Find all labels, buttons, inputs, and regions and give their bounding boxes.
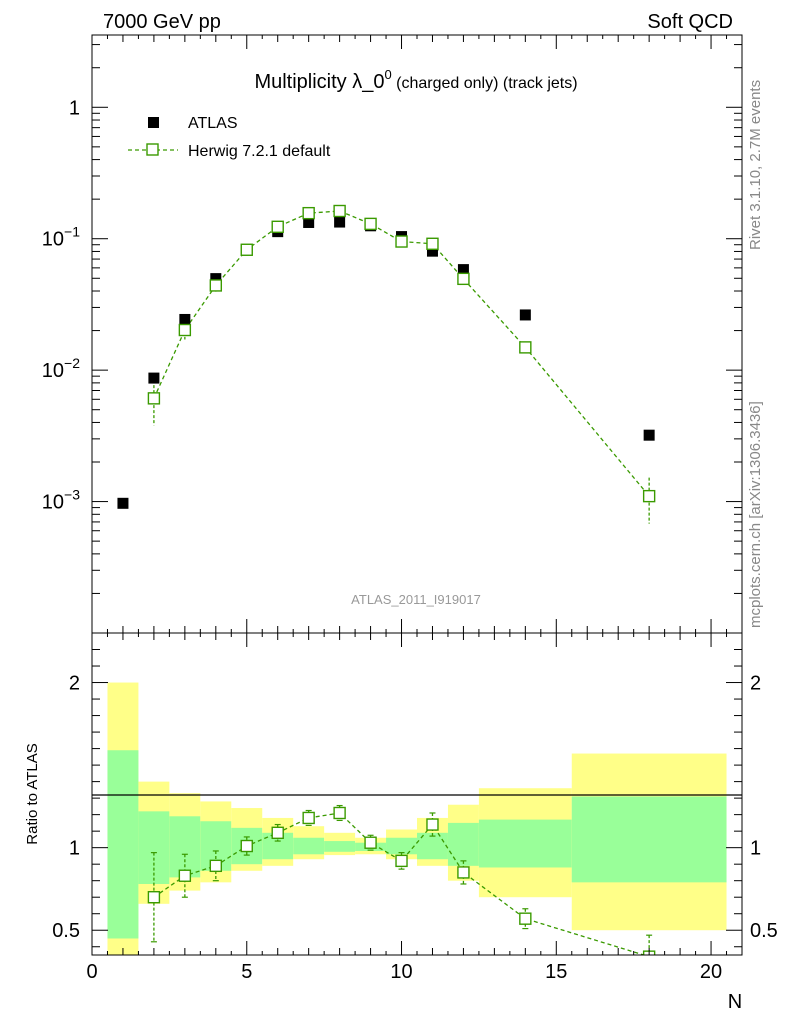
ratio-herwig-point bbox=[364, 836, 377, 849]
ratio-herwig-point bbox=[271, 826, 284, 840]
ratio-band-inner bbox=[324, 841, 356, 852]
ratio-herwig-point bbox=[209, 859, 223, 873]
atlas-point bbox=[519, 309, 531, 321]
chart-title: Multiplicity λ_00 (charged only) (track … bbox=[254, 67, 577, 93]
ratio-herwig-point bbox=[519, 912, 532, 925]
herwig-point bbox=[364, 217, 377, 231]
ratio-ytick-label: 0.5 bbox=[52, 920, 80, 942]
header-left-label: 7000 GeV pp bbox=[103, 11, 221, 33]
header-right-label: Soft QCD bbox=[647, 11, 733, 33]
herwig-point bbox=[395, 235, 408, 248]
herwig-point bbox=[457, 272, 470, 286]
atlas-point bbox=[148, 372, 160, 384]
ratio-ylabel: Ratio to ATLAS bbox=[24, 743, 41, 844]
herwig-point bbox=[302, 206, 315, 220]
ratio-band-inner bbox=[571, 796, 727, 883]
herwig-point bbox=[426, 237, 439, 250]
rivet-version-label: Rivet 3.1.10, 2.7M events bbox=[747, 80, 764, 250]
main-panel: 1 10−1 10−2 10−3 Multiplicity λ_00 (charged… bbox=[42, 34, 743, 634]
main-ytick-label: 10−1 bbox=[42, 224, 80, 251]
ratio-herwig-point bbox=[302, 811, 315, 825]
herwig-point bbox=[240, 243, 253, 256]
ratio-ytick-label-right: 2 bbox=[750, 673, 761, 695]
ratio-herwig-point bbox=[395, 854, 408, 868]
ratio-band-inner bbox=[107, 750, 139, 939]
ratio-herwig-point bbox=[333, 806, 346, 820]
herwig-point bbox=[178, 323, 192, 337]
herwig-point bbox=[333, 204, 346, 218]
herwig-curve bbox=[153, 210, 650, 497]
atlas-point bbox=[179, 313, 191, 325]
ratio-band-inner bbox=[169, 816, 201, 878]
ratio-band-inner bbox=[478, 819, 572, 868]
main-ytick-label: 10−2 bbox=[42, 355, 80, 382]
ratio-band-inner bbox=[138, 811, 170, 884]
ratio-herwig-point bbox=[426, 818, 439, 831]
legend-atlas-marker bbox=[148, 117, 159, 128]
atlas-point bbox=[303, 216, 315, 228]
xtick-label: 10 bbox=[390, 961, 412, 983]
legend-herwig-label: Herwig 7.2.1 default bbox=[188, 143, 331, 160]
ratio-ytick-label-right: 0.5 bbox=[750, 920, 778, 942]
atlas-point bbox=[457, 264, 469, 276]
herwig-point bbox=[642, 489, 656, 503]
ratio-herwig-point bbox=[178, 869, 192, 882]
mcplots-source-label: mcplots.cern.ch [arXiv:1306.3436] bbox=[747, 401, 764, 628]
legend: ATLAS Herwig 7.2.1 default bbox=[128, 115, 331, 160]
herwig-point bbox=[519, 341, 532, 354]
ratio-curve-group bbox=[147, 804, 656, 955]
ratio-band-inner bbox=[386, 837, 417, 855]
ratio-ytick-label: 1 bbox=[69, 838, 80, 860]
herwig-point bbox=[209, 279, 223, 292]
xtick-label: 0 bbox=[86, 961, 97, 983]
ratio-herwig-point bbox=[457, 866, 470, 879]
xtick-label: 5 bbox=[241, 961, 252, 983]
ratio-band-inner bbox=[293, 837, 325, 855]
main-ytick-label: 1 bbox=[69, 97, 80, 119]
ratio-ytick-label: 2 bbox=[69, 673, 80, 695]
herwig-point bbox=[271, 220, 284, 234]
xtick-label: 15 bbox=[545, 961, 567, 983]
xtick-label: 20 bbox=[700, 961, 722, 983]
ratio-herwig-point bbox=[240, 839, 253, 853]
ratio-ytick-label-right: 1 bbox=[750, 838, 761, 860]
ratio-herwig-point bbox=[147, 891, 161, 904]
atlas-point bbox=[334, 216, 346, 228]
main-ytick-label: 10−3 bbox=[42, 487, 80, 514]
x-axis-label: N bbox=[728, 991, 742, 1013]
atlas-point bbox=[117, 497, 129, 509]
atlas-point bbox=[426, 245, 438, 257]
ratio-band-inner bbox=[447, 822, 479, 866]
legend-herwig-marker bbox=[146, 143, 159, 156]
legend-atlas-label: ATLAS bbox=[188, 115, 238, 132]
atlas-point bbox=[210, 273, 222, 285]
ratio-panel: 0.5 0.51 12 20 5 10 15 20 Ratio to ATLAS N bbox=[24, 632, 778, 1013]
herwig-point bbox=[147, 392, 161, 405]
analysis-watermark: ATLAS_2011_I919017 bbox=[351, 592, 481, 607]
atlas-point bbox=[643, 429, 655, 441]
